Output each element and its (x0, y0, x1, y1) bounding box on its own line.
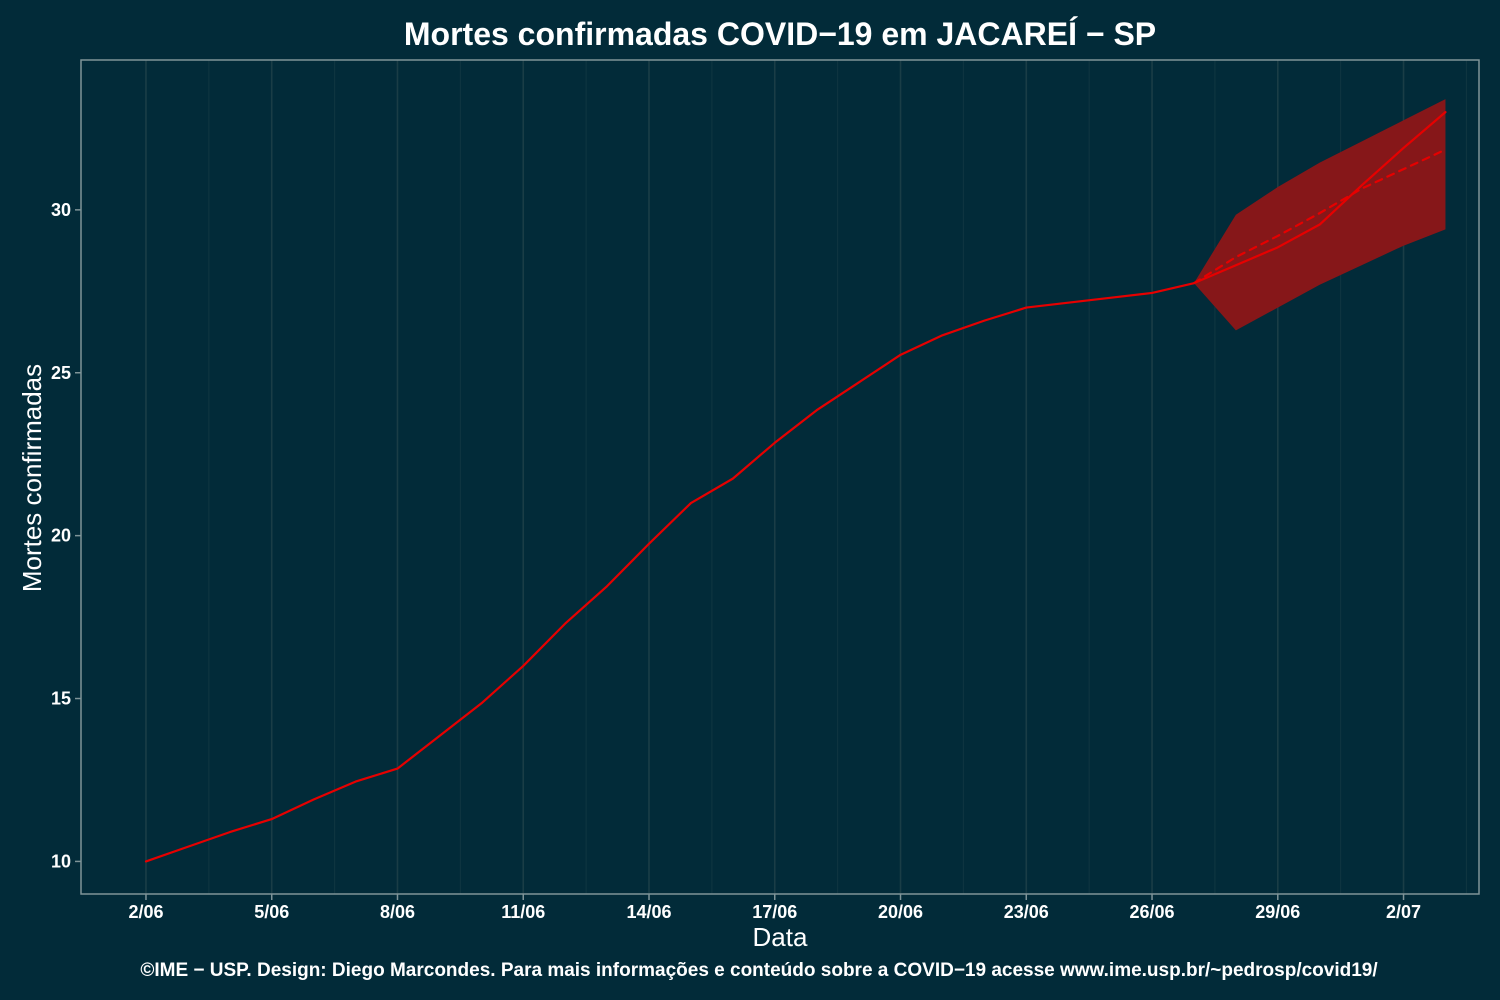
x-tick-label: 5/06 (254, 902, 289, 922)
y-tick-label: 30 (51, 200, 71, 220)
x-tick-label: 8/06 (380, 902, 415, 922)
grid-lines (145, 60, 1467, 894)
y-tick-label: 25 (51, 363, 71, 383)
x-tick-label: 14/06 (626, 902, 671, 922)
plot-frame (80, 59, 1480, 895)
plot-area (81, 60, 1479, 894)
y-tick-label: 20 (51, 526, 71, 546)
x-tick-label: 29/06 (1255, 902, 1300, 922)
confidence-band (1193, 99, 1446, 331)
x-tick-label: 23/06 (1004, 902, 1049, 922)
x-tick-label: 20/06 (878, 902, 923, 922)
x-axis-ticks: 2/06 5/06 8/06 11/06 14/06 17/06 20/06 23/06 26/… (128, 894, 1421, 922)
chart-title: Mortes confirmadas COVID−19 em JACAREÍ −… (404, 16, 1156, 52)
y-tick-label: 10 (51, 851, 71, 871)
observed-line (144, 111, 1447, 863)
y-axis-label: Mortes confirmadas (17, 364, 47, 592)
x-tick-label: 11/06 (501, 902, 545, 922)
y-tick-label: 15 (51, 689, 71, 709)
y-axis-ticks: 10 15 20 25 30 (51, 200, 81, 871)
x-tick-label: 17/06 (752, 902, 797, 922)
x-tick-label: 2/06 (128, 902, 163, 922)
x-tick-label: 26/06 (1130, 902, 1175, 922)
x-tick-label: 2/07 (1386, 902, 1421, 922)
forecast-line (1192, 148, 1447, 285)
x-axis-label: Data (753, 922, 808, 952)
credits-caption: ©IME − USP. Design: Diego Marcondes. Par… (140, 960, 1378, 981)
forecast-band (1193, 99, 1446, 331)
series-lines (144, 111, 1447, 863)
